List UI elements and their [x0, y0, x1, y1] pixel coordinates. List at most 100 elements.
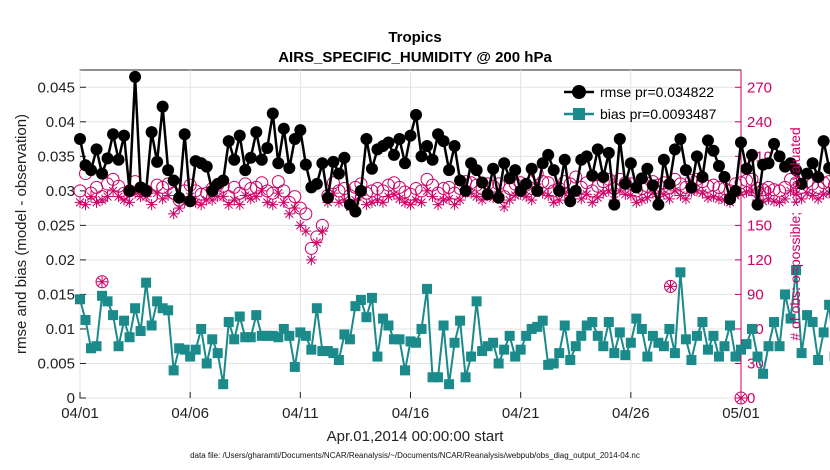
bias-point — [317, 346, 328, 357]
x-tick-label: 04/26 — [612, 405, 650, 422]
rmse-point — [443, 164, 456, 177]
rmse-point — [476, 176, 489, 189]
bias-point — [482, 341, 493, 352]
bias-point — [146, 320, 157, 331]
bias-point — [493, 358, 504, 369]
rmse-point — [244, 151, 257, 164]
y-right-tick-label: 150 — [747, 217, 772, 234]
evaluated-obs-point — [146, 199, 158, 211]
bias-point — [377, 313, 388, 324]
bias-point — [399, 365, 410, 376]
rmse-point — [520, 177, 533, 190]
bias-point — [157, 303, 168, 314]
evaluated-obs-point — [796, 193, 808, 205]
evaluated-obs-point — [641, 192, 653, 204]
y-tick-label: 0.02 — [46, 252, 75, 269]
rmse-point — [321, 191, 334, 204]
rmse-point — [365, 162, 378, 175]
y-tick-label: 0.03 — [46, 183, 75, 200]
bias-point — [642, 351, 653, 362]
bias-point — [256, 330, 267, 341]
rmse-point — [481, 188, 494, 201]
bias-point — [769, 317, 780, 328]
bias-point — [295, 327, 306, 338]
rmse-point — [668, 143, 681, 156]
possible-obs-point — [701, 179, 715, 193]
bias-point — [669, 348, 680, 359]
bias-point — [207, 334, 218, 345]
bias-point — [697, 317, 708, 328]
rmse-point — [487, 162, 500, 175]
rmse-point — [652, 198, 665, 211]
bias-point — [559, 320, 570, 331]
bias-point — [570, 341, 581, 352]
rmse-point — [531, 184, 544, 197]
bias-point — [366, 292, 377, 303]
evaluated-obs-point — [157, 193, 169, 205]
bias-point — [416, 323, 427, 334]
bias-point — [774, 341, 785, 352]
bias-point — [262, 330, 273, 341]
evaluated-obs-point — [779, 193, 791, 205]
rmse-point — [266, 107, 279, 120]
evaluated-obs-point — [96, 194, 108, 206]
rmse-point — [674, 133, 687, 146]
bias-point — [499, 344, 510, 355]
possible-obs-point — [558, 175, 572, 189]
bias-point — [625, 337, 636, 348]
evaluated-obs-point — [504, 194, 516, 206]
bias-point — [333, 355, 344, 366]
rmse-point — [817, 135, 830, 148]
bias-point — [565, 355, 576, 366]
y-tick-label: 0.01 — [46, 321, 75, 338]
evaluated-obs-point — [664, 280, 676, 292]
bias-point — [427, 372, 438, 383]
evaluated-obs-point — [289, 202, 301, 214]
x-tick-label: 04/21 — [502, 405, 540, 422]
bias-point — [284, 330, 295, 341]
bias-point — [548, 358, 559, 369]
bias-point — [234, 311, 245, 322]
bias-point — [75, 294, 85, 305]
evaluated-obs-point — [735, 392, 747, 404]
y-right-tick-label: 0 — [747, 390, 755, 407]
evaluated-obs-point — [223, 199, 235, 211]
bias-point — [119, 315, 130, 326]
bias-point — [466, 351, 477, 362]
rmse-point — [387, 148, 400, 161]
rmse-point — [718, 171, 731, 184]
evaluated-obs-point — [807, 189, 819, 201]
bias-point — [730, 351, 741, 362]
bias-point — [702, 344, 713, 355]
bias-point — [97, 290, 108, 301]
x-tick-label: 04/16 — [392, 405, 430, 422]
rmse-point — [277, 122, 290, 135]
possible-obs-point — [299, 207, 313, 221]
bias-point — [383, 320, 394, 331]
legend-rmse-marker — [572, 85, 586, 99]
rmse-point — [812, 171, 825, 184]
bias-point — [350, 301, 361, 312]
evaluated-obs-point — [526, 194, 538, 206]
bias-point — [130, 303, 141, 314]
bias-point — [300, 330, 311, 341]
evaluated-obs-point — [790, 188, 802, 200]
evaluated-obs-point — [305, 254, 317, 266]
evaluated-obs-point — [113, 191, 125, 203]
legend: rmse pr=0.034822 bias pr=0.0093487 — [564, 84, 717, 122]
y-tick-label: 0.035 — [37, 148, 75, 165]
rmse-point — [74, 133, 86, 146]
evaluated-obs-point — [311, 237, 323, 249]
rmse-point — [228, 153, 241, 166]
bias-point — [339, 329, 350, 340]
evaluated-obs-point — [416, 196, 428, 208]
rmse-point — [349, 205, 362, 218]
evaluated-obs-point — [118, 194, 130, 206]
rmse-point — [542, 148, 555, 161]
bias-point — [785, 313, 796, 324]
rmse-point — [332, 167, 345, 180]
bias-point — [603, 317, 614, 328]
rmse-point — [222, 135, 235, 148]
rmse-point — [690, 150, 703, 163]
bias-point — [229, 334, 240, 345]
